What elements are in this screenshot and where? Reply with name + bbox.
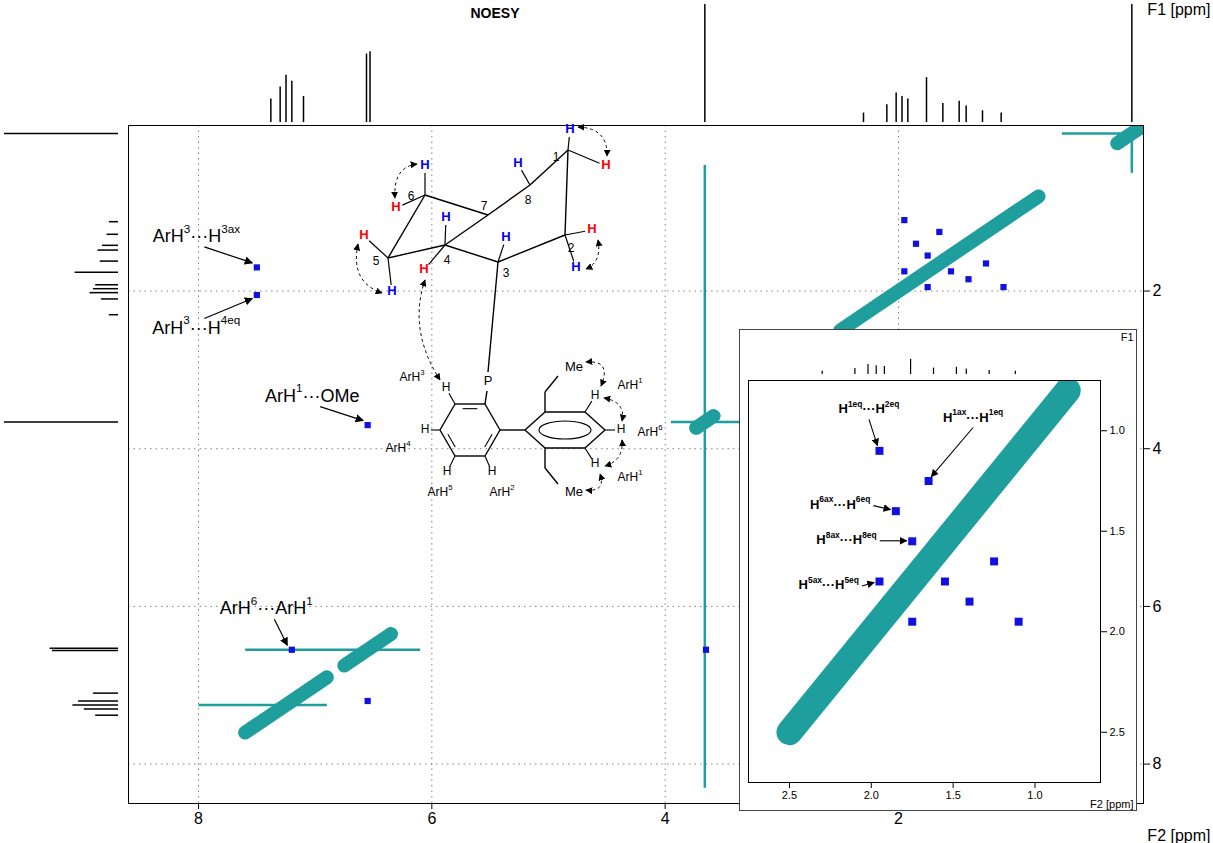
- svg-text:H: H: [601, 157, 610, 172]
- svg-text:4: 4: [1153, 440, 1162, 457]
- svg-text:F2 [ppm]: F2 [ppm]: [1147, 827, 1210, 843]
- svg-text:H: H: [419, 261, 428, 276]
- svg-text:2.0: 2.0: [864, 789, 879, 801]
- svg-text:2: 2: [894, 810, 903, 827]
- svg-text:4: 4: [661, 810, 670, 827]
- svg-text:ArH5: ArH5: [427, 483, 453, 499]
- svg-text:H1ax···H1eq: H1ax···H1eq: [943, 408, 1003, 425]
- svg-text:6: 6: [408, 189, 415, 203]
- svg-text:2.5: 2.5: [782, 789, 797, 801]
- svg-text:1.0: 1.0: [1110, 424, 1125, 436]
- svg-text:ArH6: ArH6: [637, 423, 662, 439]
- svg-text:H: H: [359, 227, 368, 242]
- svg-text:H1eq···H2eq: H1eq···H2eq: [839, 399, 900, 416]
- svg-text:ArH3···H3ax: ArH3···H3ax: [153, 222, 241, 246]
- svg-text:2.5: 2.5: [1110, 726, 1125, 738]
- svg-text:H: H: [387, 283, 396, 298]
- svg-text:H: H: [441, 209, 450, 224]
- svg-text:1.5: 1.5: [1110, 525, 1125, 537]
- svg-text:H: H: [591, 456, 600, 470]
- svg-text:H: H: [391, 199, 400, 214]
- svg-text:6: 6: [1153, 598, 1162, 615]
- svg-text:ArH3···H4eq: ArH3···H4eq: [152, 313, 240, 337]
- svg-text:NOESY: NOESY: [470, 5, 520, 21]
- svg-text:1: 1: [553, 150, 560, 164]
- svg-text:F1: F1: [1121, 331, 1134, 343]
- svg-text:2.0: 2.0: [1110, 625, 1125, 637]
- svg-text:4: 4: [444, 253, 451, 267]
- svg-text:H: H: [591, 388, 600, 402]
- svg-text:F2 [ppm]: F2 [ppm]: [1090, 798, 1133, 810]
- svg-text:2: 2: [1153, 282, 1162, 299]
- svg-text:8: 8: [1153, 755, 1162, 772]
- svg-text:H: H: [421, 422, 430, 436]
- svg-text:ArH6···ArH1: ArH6···ArH1: [220, 594, 313, 618]
- svg-text:Me: Me: [565, 359, 583, 374]
- svg-text:8: 8: [525, 193, 532, 207]
- svg-text:H: H: [617, 422, 626, 436]
- svg-text:1.0: 1.0: [1027, 789, 1042, 801]
- svg-text:ArH1: ArH1: [617, 468, 642, 484]
- svg-text:ArH1···OMe: ArH1···OMe: [265, 381, 360, 405]
- svg-text:H: H: [501, 229, 510, 244]
- svg-text:ArH4: ArH4: [385, 439, 411, 455]
- svg-text:H: H: [571, 259, 580, 274]
- svg-text:ArH2: ArH2: [489, 483, 514, 499]
- svg-text:H5ax···H5eq: H5ax···H5eq: [799, 575, 859, 592]
- svg-text:H: H: [513, 155, 522, 170]
- svg-text:H: H: [420, 157, 429, 172]
- svg-text:H6ax···H6eq: H6ax···H6eq: [810, 495, 870, 512]
- svg-text:H: H: [488, 464, 497, 478]
- svg-text:1.5: 1.5: [946, 789, 961, 801]
- svg-text:H: H: [442, 380, 451, 394]
- svg-text:7: 7: [481, 199, 488, 213]
- svg-text:F1 [ppm]: F1 [ppm]: [1147, 1, 1210, 18]
- svg-text:Me: Me: [565, 484, 583, 499]
- svg-text:H: H: [443, 464, 452, 478]
- svg-text:6: 6: [427, 810, 436, 827]
- svg-text:5: 5: [373, 254, 380, 268]
- svg-text:3: 3: [503, 266, 510, 280]
- svg-text:H: H: [587, 221, 596, 236]
- svg-text:ArH1: ArH1: [617, 376, 642, 392]
- svg-text:H8ax···H8eq: H8ax···H8eq: [816, 530, 876, 547]
- svg-text:H: H: [565, 121, 574, 136]
- svg-text:8: 8: [194, 810, 203, 827]
- svg-text:2: 2: [568, 241, 575, 255]
- svg-text:P: P: [484, 373, 493, 388]
- svg-text:ArH3: ArH3: [399, 368, 424, 384]
